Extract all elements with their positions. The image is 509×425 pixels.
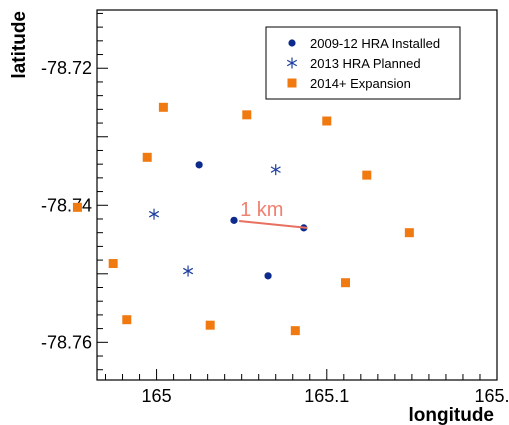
scale-annotation: 1 km: [239, 199, 308, 229]
scale-bar-label: 1 km: [240, 199, 283, 221]
expansion-point: [322, 116, 332, 126]
expansion-point: [122, 315, 132, 325]
expansion-point: [158, 102, 168, 112]
expansion-point: [142, 152, 152, 162]
installed-point: [230, 216, 238, 224]
tick-labels: 165 165.1 165.2 -78.72 -78.74 -78.76: [41, 58, 509, 406]
legend: 2009-12 HRA Installed 2013 HRA Planned 201…: [265, 26, 461, 100]
legend-box: [265, 26, 461, 100]
legend-marker: [288, 39, 296, 47]
expansion-point: [205, 320, 215, 330]
planned-point: [183, 265, 194, 277]
data-points: [72, 102, 414, 336]
legend-label: 2014+ Expansion: [310, 76, 411, 91]
expansion-point: [72, 202, 82, 212]
tick-marks: [97, 12, 498, 380]
expansion-point: [242, 110, 252, 120]
installed-point: [264, 272, 272, 280]
legend-label: 2013 HRA Planned: [310, 56, 421, 71]
x-tick-label: 165.1: [304, 386, 349, 406]
planned-point: [148, 208, 160, 220]
x-tick-label: 165: [142, 386, 172, 406]
expansion-point: [108, 259, 118, 269]
expansion-point: [341, 278, 351, 288]
legend-marker: [287, 78, 297, 88]
scale-bar-line: [239, 220, 308, 229]
y-axis-title: latitude: [9, 11, 30, 79]
installed-point: [195, 161, 203, 169]
legend-marker: [286, 57, 298, 69]
x-axis-title: longitude: [409, 405, 494, 425]
expansion-point: [404, 228, 414, 238]
y-tick-label: -78.76: [41, 332, 92, 352]
y-tick-label: -78.74: [41, 195, 92, 215]
x-tick-label: 165.2: [474, 386, 509, 406]
expansion-point: [290, 326, 300, 336]
legend-label: 2009-12 HRA Installed: [310, 36, 440, 51]
y-tick-label: -78.72: [41, 58, 92, 78]
planned-point: [270, 164, 281, 176]
expansion-point: [362, 170, 372, 180]
